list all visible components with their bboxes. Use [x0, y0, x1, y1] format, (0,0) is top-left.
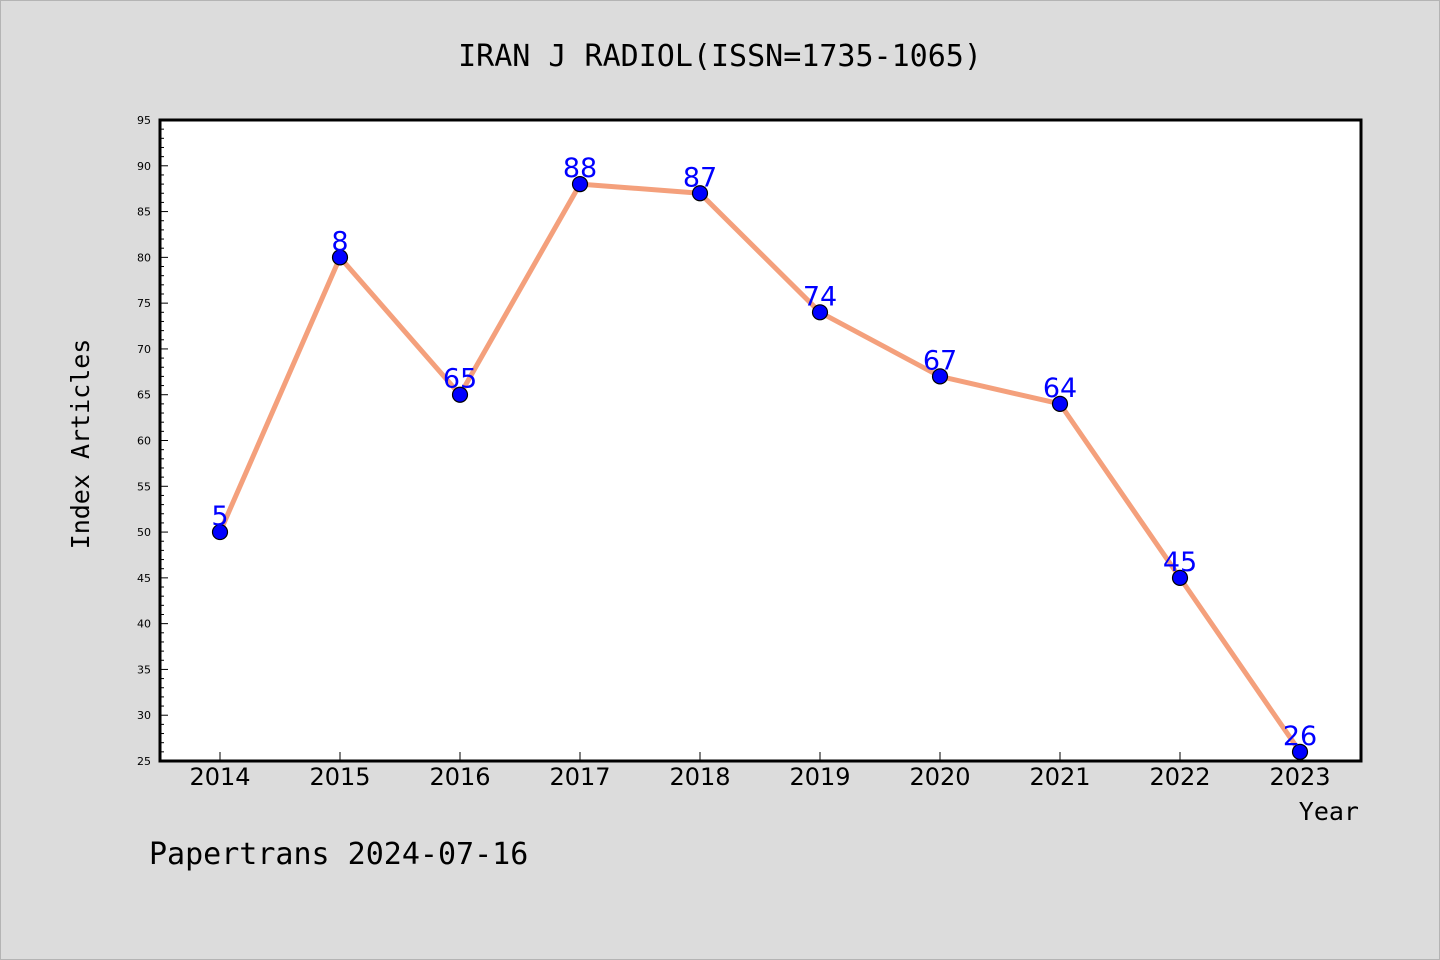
- y-axis: 25 30 35 40 45 50 55 60 65 70 75 80 85 90 95: [137, 114, 168, 768]
- series-line: [217, 181, 1303, 755]
- data-point: [811, 304, 829, 321]
- data-label: 88: [563, 153, 597, 184]
- plot-area: [158, 118, 1363, 763]
- y-tick-label: 65: [137, 389, 151, 402]
- data-label: 8: [331, 226, 348, 257]
- x-tick-label: 2023: [1269, 763, 1330, 791]
- data-point: [571, 176, 589, 193]
- data-point: [451, 386, 469, 403]
- chart-title: IRAN J RADIOL(ISSN=1735-1065): [458, 39, 982, 74]
- y-tick-label: 50: [137, 526, 151, 539]
- y-tick-label: 70: [137, 343, 151, 356]
- x-axis-title: Year: [1299, 797, 1359, 826]
- data-point: [1051, 395, 1069, 412]
- y-tick-label: 60: [137, 435, 151, 448]
- x-tick-label: 2021: [1029, 763, 1090, 791]
- data-label: 87: [683, 162, 717, 193]
- data-label: 5: [211, 501, 228, 532]
- y-tick-label: 55: [137, 480, 151, 493]
- data-label: 65: [443, 364, 477, 395]
- data-label: 64: [1043, 373, 1077, 404]
- data-point: [931, 368, 949, 385]
- y-axis-title: Index Articles: [66, 339, 95, 550]
- data-label: 26: [1283, 721, 1317, 752]
- footer-date: Papertrans 2024-07-16: [149, 837, 528, 872]
- data-label: 45: [1163, 547, 1197, 578]
- y-tick-label: 90: [137, 160, 151, 173]
- x-tick-label: 2017: [549, 763, 610, 791]
- y-tick-label: 40: [137, 618, 151, 631]
- y-tick-label: 85: [137, 206, 151, 219]
- x-tick-label: 2022: [1149, 763, 1210, 791]
- x-axis: 2014 2015 2016 2017 2018 2019 2020 2021 2022 2023: [189, 752, 1331, 791]
- data-point: [1291, 743, 1309, 760]
- data-label: 67: [923, 345, 957, 376]
- y-tick-label: 95: [137, 114, 151, 127]
- data-point: [211, 523, 229, 541]
- data-point: [331, 249, 349, 266]
- x-tick-label: 2020: [909, 763, 970, 791]
- y-tick-label: 30: [137, 709, 151, 722]
- x-tick-label: 2019: [789, 763, 850, 791]
- y-tick-label: 75: [137, 297, 151, 310]
- y-tick-label: 35: [137, 663, 151, 676]
- x-tick-label: 2018: [669, 763, 730, 791]
- series-layer: 5 8 65 88 87 74 67 64 45 26: [211, 153, 1317, 760]
- y-tick-label: 45: [137, 572, 151, 585]
- x-tick-label: 2015: [309, 763, 370, 791]
- data-label: 74: [803, 281, 837, 312]
- data-point: [1171, 569, 1189, 586]
- x-tick-label: 2014: [189, 763, 250, 791]
- y-tick-label: 25: [137, 755, 151, 768]
- x-tick-label: 2016: [429, 763, 490, 791]
- data-point: [691, 185, 709, 202]
- y-tick-label: 80: [137, 251, 151, 264]
